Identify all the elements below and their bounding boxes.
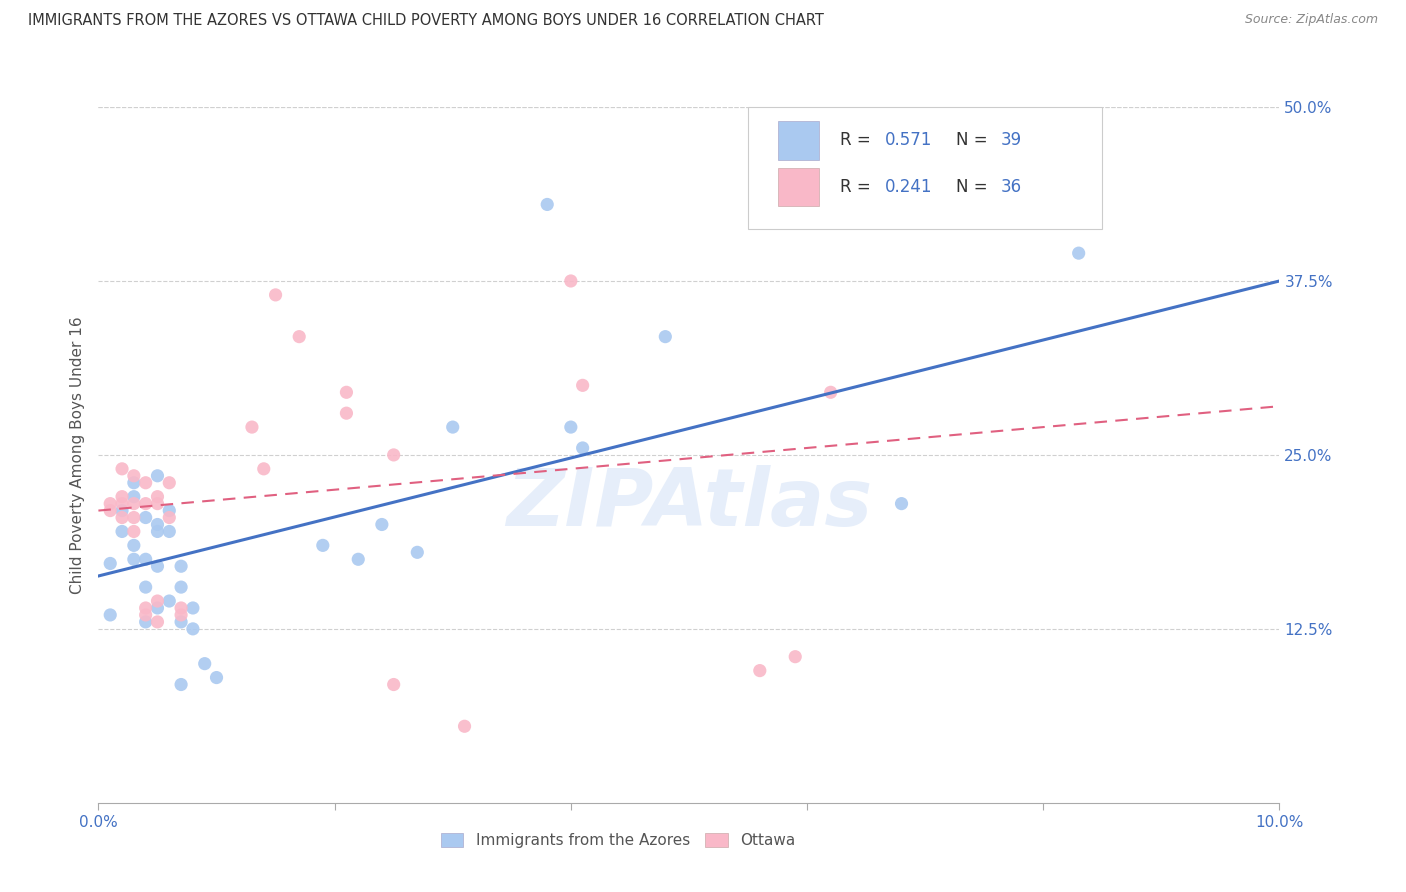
- Point: [122, 475, 145, 490]
- Point: [146, 615, 169, 629]
- Text: R =: R =: [841, 131, 876, 150]
- Point: [146, 490, 169, 504]
- Point: [157, 503, 180, 517]
- Point: [111, 524, 134, 539]
- Point: [111, 510, 134, 524]
- FancyBboxPatch shape: [748, 107, 1102, 229]
- Point: [135, 552, 157, 566]
- Point: [135, 475, 157, 490]
- Point: [312, 538, 335, 552]
- Point: [253, 462, 276, 476]
- Point: [288, 329, 311, 343]
- Point: [170, 580, 193, 594]
- FancyBboxPatch shape: [778, 121, 818, 160]
- Point: [122, 497, 145, 511]
- Point: [111, 490, 134, 504]
- Point: [170, 615, 193, 629]
- Point: [453, 719, 475, 733]
- Point: [820, 385, 842, 400]
- Point: [571, 441, 593, 455]
- Text: Source: ZipAtlas.com: Source: ZipAtlas.com: [1244, 13, 1378, 27]
- Point: [122, 552, 145, 566]
- Point: [146, 594, 169, 608]
- Point: [170, 559, 193, 574]
- Point: [135, 510, 157, 524]
- Point: [146, 468, 169, 483]
- Text: R =: R =: [841, 178, 876, 196]
- Point: [146, 517, 169, 532]
- Point: [146, 559, 169, 574]
- Point: [146, 601, 169, 615]
- Point: [157, 524, 180, 539]
- Text: 0.241: 0.241: [884, 178, 932, 196]
- Point: [122, 468, 145, 483]
- Point: [748, 664, 770, 678]
- Point: [157, 594, 180, 608]
- Point: [170, 677, 193, 691]
- Point: [170, 607, 193, 622]
- Point: [111, 462, 134, 476]
- Text: 39: 39: [1001, 131, 1022, 150]
- Point: [347, 552, 370, 566]
- Point: [135, 615, 157, 629]
- Point: [98, 497, 121, 511]
- Point: [98, 503, 121, 517]
- Point: [111, 503, 134, 517]
- Point: [194, 657, 217, 671]
- Point: [146, 497, 169, 511]
- Point: [240, 420, 263, 434]
- Point: [135, 497, 157, 511]
- Point: [111, 497, 134, 511]
- Point: [170, 601, 193, 615]
- Point: [205, 671, 228, 685]
- Point: [98, 607, 121, 622]
- Point: [135, 607, 157, 622]
- Text: 0.571: 0.571: [884, 131, 932, 150]
- Y-axis label: Child Poverty Among Boys Under 16: Child Poverty Among Boys Under 16: [69, 316, 84, 594]
- Text: ZIPAtlas: ZIPAtlas: [506, 465, 872, 542]
- Point: [571, 378, 593, 392]
- Point: [1067, 246, 1090, 260]
- Point: [890, 497, 912, 511]
- Point: [157, 475, 180, 490]
- Point: [135, 601, 157, 615]
- Point: [335, 406, 357, 420]
- Point: [406, 545, 429, 559]
- Text: N =: N =: [956, 178, 993, 196]
- Point: [560, 420, 582, 434]
- Point: [560, 274, 582, 288]
- Point: [98, 557, 121, 571]
- Point: [441, 420, 464, 434]
- Point: [654, 329, 676, 343]
- Point: [122, 524, 145, 539]
- Point: [264, 288, 287, 302]
- Point: [135, 580, 157, 594]
- Point: [536, 197, 558, 211]
- Point: [122, 538, 145, 552]
- Legend: Immigrants from the Azores, Ottawa: Immigrants from the Azores, Ottawa: [434, 827, 801, 855]
- Text: N =: N =: [956, 131, 993, 150]
- Point: [122, 510, 145, 524]
- Point: [146, 524, 169, 539]
- Point: [335, 385, 357, 400]
- Point: [122, 490, 145, 504]
- Point: [157, 510, 180, 524]
- Point: [181, 622, 204, 636]
- Point: [785, 649, 807, 664]
- Text: IMMIGRANTS FROM THE AZORES VS OTTAWA CHILD POVERTY AMONG BOYS UNDER 16 CORRELATI: IMMIGRANTS FROM THE AZORES VS OTTAWA CHI…: [28, 13, 824, 29]
- Point: [181, 601, 204, 615]
- Point: [382, 448, 405, 462]
- Point: [371, 517, 394, 532]
- Point: [382, 677, 405, 691]
- FancyBboxPatch shape: [778, 168, 818, 206]
- Text: 36: 36: [1001, 178, 1022, 196]
